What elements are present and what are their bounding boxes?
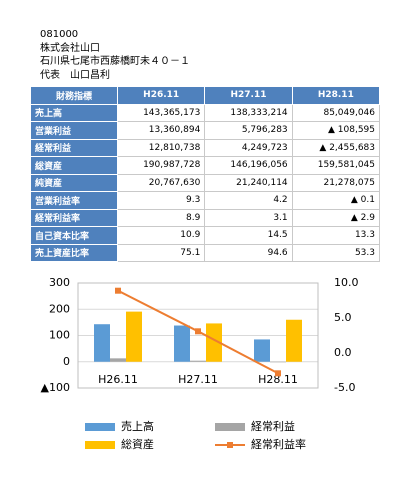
legend-swatch (85, 423, 115, 431)
y-tick-label: 200 (49, 302, 70, 315)
x-tick-label: H26.11 (98, 373, 138, 386)
cell: 21,278,075 (291, 173, 381, 192)
column-header: H28.11 (291, 86, 381, 105)
y2-tick-label: 10.0 (334, 276, 359, 289)
legend-label: 売上高 (121, 419, 154, 433)
plot-frame (77, 282, 319, 389)
column-header: 財務指標 (30, 86, 118, 105)
bar (126, 311, 142, 362)
cell: 75.1 (116, 243, 206, 262)
row-label: 経常利益 (30, 138, 118, 157)
cell: 14.5 (204, 226, 293, 245)
legend-swatch (227, 442, 233, 448)
cell: ▲ 0.1 (291, 191, 381, 210)
row-label: 売上資産比率 (30, 243, 118, 262)
row-label: 総資産 (30, 156, 118, 175)
representative: 代表 山口昌利 (40, 69, 110, 81)
cell: 94.6 (204, 243, 293, 262)
bar (174, 325, 190, 362)
address: 石川県七尾市西藤橋町未４０－１ (40, 56, 190, 67)
bar (286, 319, 302, 362)
table-row: 経常利益率 8.9 3.1 ▲ 2.9 (30, 208, 381, 227)
cell: 20,767,630 (116, 173, 206, 192)
bar (190, 360, 206, 362)
y2-tick-label: 0.0 (334, 346, 352, 359)
company: 株式会社山口 (40, 42, 100, 54)
cell: 9.3 (116, 191, 206, 210)
table-row: 売上資産比率 75.1 94.6 53.3 (30, 243, 381, 262)
bar (206, 323, 222, 362)
column-header: H27.11 (204, 86, 293, 105)
y2-tick-label: -5.0 (334, 381, 355, 394)
y2-tick-label: 5.0 (334, 311, 352, 324)
marker (115, 287, 121, 294)
table-row: 経常利益 12,810,738 4,249,723 ▲ 2,455,683 (30, 138, 381, 157)
header-row: 財務指標 H26.11 H27.11 H28.11 (30, 86, 381, 105)
cell: 3.1 (204, 208, 293, 227)
cell: 159,581,045 (291, 156, 381, 175)
table-row: 営業利益 13,360,894 5,796,283 ▲ 108,595 (30, 121, 381, 140)
legend-label: 総資産 (121, 437, 154, 451)
cell: 138,333,214 (204, 103, 293, 122)
y-tick-label: 300 (49, 276, 70, 289)
cell: ▲ 108,595 (291, 121, 381, 140)
cell: 21,240,114 (204, 173, 293, 192)
table-row: 自己資本比率 10.9 14.5 13.3 (30, 226, 381, 245)
cell: ▲ 2.9 (291, 208, 381, 227)
cell: 190,987,728 (116, 156, 206, 175)
chart: ▲100 0 100 200 300 -5.0 0.0 5.0 10.0 H26.11 H27.11… (41, 276, 359, 451)
cell: 13,360,894 (116, 121, 206, 140)
table-row: 総資産 190,987,728 146,196,056 159,581,045 (30, 156, 381, 175)
bar (110, 358, 126, 362)
cell: ▲ 2,455,683 (291, 138, 381, 157)
table-row: 純資産 20,767,630 21,240,114 21,278,075 (30, 173, 381, 192)
cell: 8.9 (116, 208, 206, 227)
row-label: 自己資本比率 (30, 226, 118, 245)
legend-swatch (85, 441, 115, 449)
cell: 4.2 (204, 191, 293, 210)
cell: 4,249,723 (204, 138, 293, 157)
bar (254, 339, 270, 362)
cell: 85,049,046 (291, 103, 381, 122)
row-label: 売上高 (30, 103, 118, 122)
marker (195, 328, 201, 335)
bar (94, 324, 110, 362)
x-tick-label: H27.11 (178, 373, 218, 386)
legend-label: 経常利益率 (251, 437, 306, 451)
row-label: 営業利益率 (30, 191, 118, 210)
cell: 143,365,173 (116, 103, 206, 122)
y-tick-label: ▲100 (41, 381, 70, 394)
row-label: 営業利益 (30, 121, 118, 140)
cell: 13.3 (291, 226, 381, 245)
cell: 12,810,738 (116, 138, 206, 157)
y-tick-label: 0 (63, 355, 70, 368)
y-tick-label: 100 (49, 329, 70, 342)
table-row: 売上高 143,365,173 138,333,214 85,049,046 (30, 103, 381, 122)
cell: 146,196,056 (204, 156, 293, 175)
x-tick-label: H28.11 (258, 373, 298, 386)
marker (275, 370, 281, 377)
table-row: 営業利益率 9.3 4.2 ▲ 0.1 (30, 191, 381, 210)
cell: 53.3 (291, 243, 381, 262)
column-header: H26.11 (116, 86, 206, 105)
cell: 5,796,283 (204, 121, 293, 140)
legend-swatch (215, 423, 245, 431)
code: 081000 (40, 29, 79, 40)
legend-label: 経常利益 (251, 419, 295, 433)
cell: 10.9 (116, 226, 206, 245)
bar (270, 361, 286, 363)
header: 081000 株式会社山口 石川県七尾市西藤橋町未４０－１ 代表 山口昌利 (40, 28, 190, 82)
financial-table: 財務指標 H26.11 H27.11 H28.11 売上高 143,365,173 138,… (30, 86, 381, 262)
row-label: 経常利益率 (30, 208, 118, 227)
row-label: 純資産 (30, 173, 118, 192)
